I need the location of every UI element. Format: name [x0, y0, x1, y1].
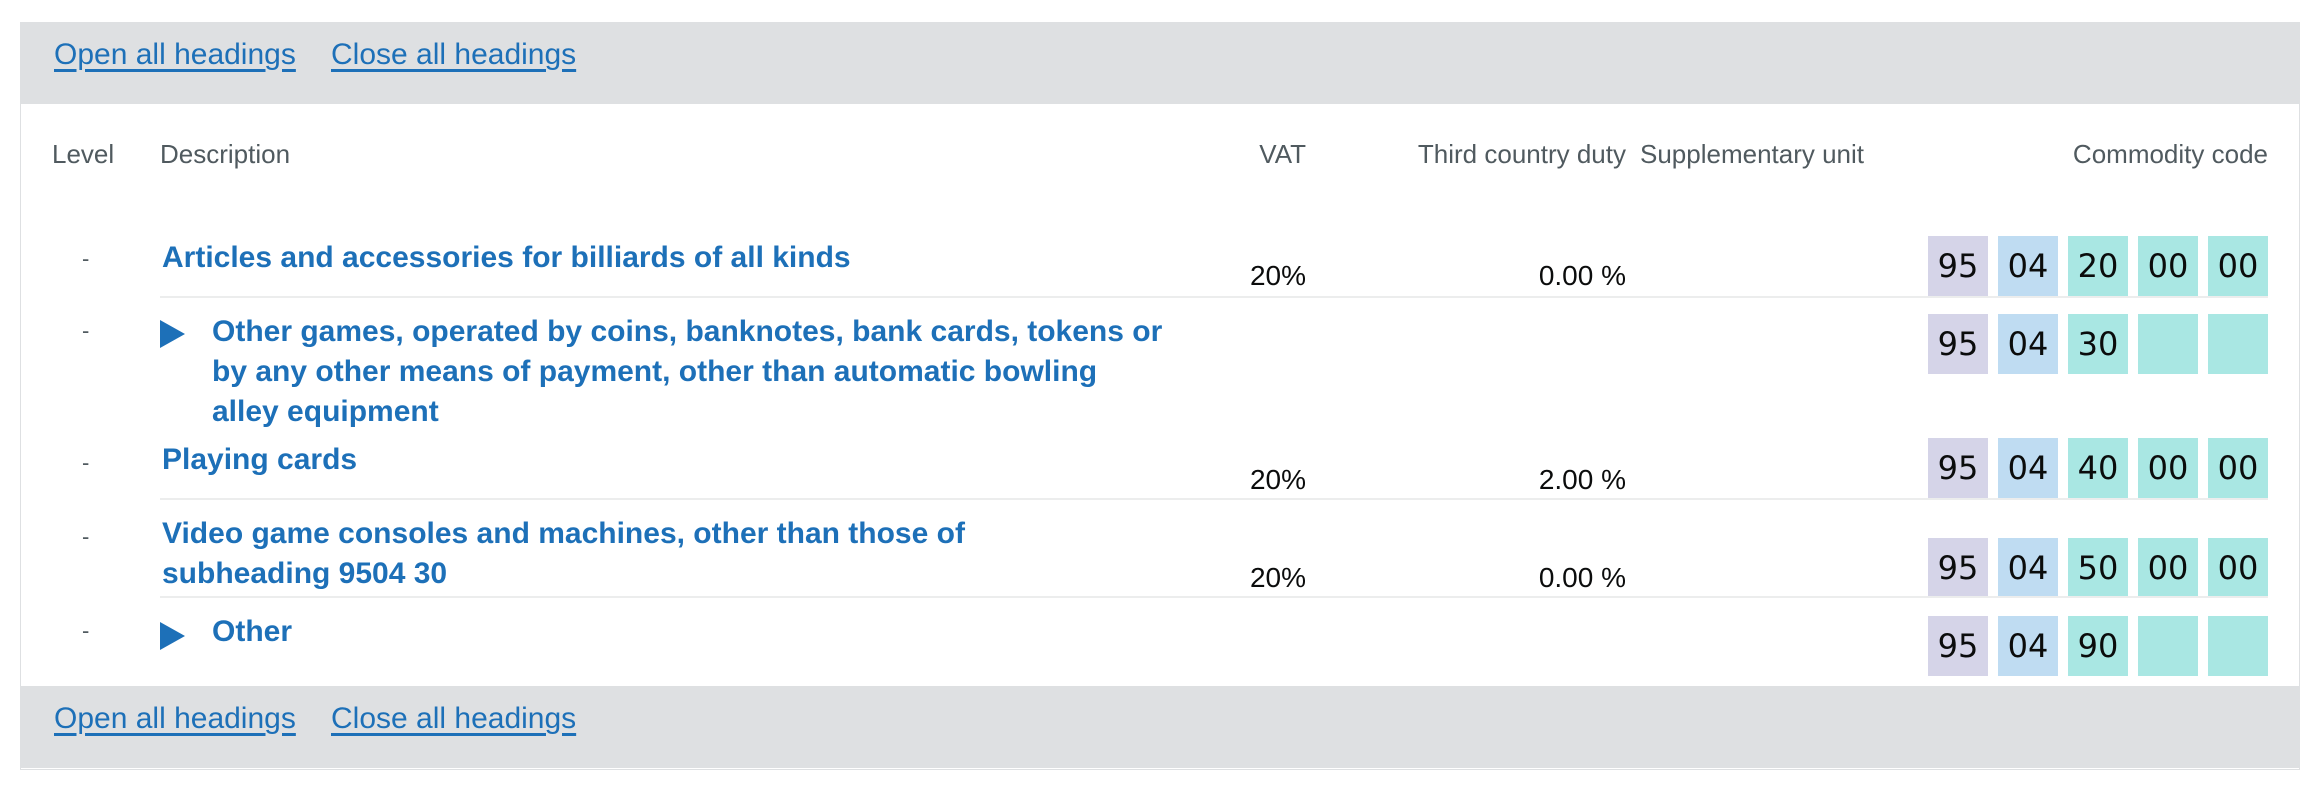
column-header-level: Level [52, 139, 115, 169]
row-description-link[interactable]: Articles and accessories for billiards o… [162, 241, 851, 274]
row-level: - [82, 618, 90, 643]
code-cn: 00 [2138, 236, 2198, 296]
column-header-description: Description [160, 139, 291, 169]
code-cn [2138, 616, 2198, 676]
table-row: - Video game consoles and machines, othe… [20, 500, 2300, 598]
commodity-code: 95 04 40 00 00 [1928, 438, 2268, 498]
row-level: - [82, 524, 90, 549]
commodity-code: 95 04 30 [1928, 314, 2268, 374]
code-heading: 04 [1998, 616, 2058, 676]
row-description-link[interactable]: Other [212, 615, 293, 648]
expand-arrow-icon[interactable] [160, 622, 185, 650]
code-heading: 04 [1998, 538, 2058, 598]
column-header-vat: VAT [1259, 139, 1306, 169]
code-taric [2208, 616, 2268, 676]
expand-arrow-icon[interactable] [160, 320, 185, 348]
row-level: - [82, 450, 90, 475]
row-description-link[interactable]: Playing cards [162, 443, 358, 476]
code-chapter: 95 [1928, 236, 1988, 296]
row-third-country-duty: 2.00 % [1538, 464, 1626, 495]
open-all-headings-link[interactable]: Open all headings [54, 702, 296, 735]
table-row: - Playing cards 20% 2.00 % 95 04 40 00 0… [20, 430, 2300, 500]
code-chapter: 95 [1928, 538, 1988, 598]
row-vat: 20% [1249, 562, 1306, 593]
code-heading: 04 [1998, 438, 2058, 498]
code-chapter: 95 [1928, 314, 1988, 374]
row-vat: 20% [1249, 464, 1306, 495]
code-heading: 04 [1998, 314, 2058, 374]
table-row: - Other games, operated by coins, bankno… [20, 298, 2300, 430]
code-taric: 00 [2208, 236, 2268, 296]
table-row: - Articles and accessories for billiards… [20, 212, 2300, 298]
row-third-country-duty: 0.00 % [1538, 260, 1626, 291]
code-subheading: 40 [2068, 438, 2128, 498]
table-row: - Other 95 04 90 [20, 598, 2300, 684]
row-level: - [82, 246, 90, 271]
row-level: - [82, 318, 90, 343]
top-heading-controls: Open all headings Close all headings [20, 22, 2300, 104]
row-divider [160, 596, 2268, 598]
code-taric [2208, 314, 2268, 374]
row-divider [160, 498, 2268, 500]
code-subheading: 90 [2068, 616, 2128, 676]
column-header-supplementary-unit: Supplementary unit [1640, 139, 1865, 169]
commodity-code: 95 04 90 [1928, 616, 2268, 676]
code-subheading: 50 [2068, 538, 2128, 598]
row-divider [160, 296, 2268, 298]
code-cn: 00 [2138, 438, 2198, 498]
code-chapter: 95 [1928, 616, 1988, 676]
row-third-country-duty: 0.00 % [1538, 562, 1626, 593]
column-header-third-country-duty: Third country duty [1417, 139, 1626, 169]
code-taric: 00 [2208, 538, 2268, 598]
code-chapter: 95 [1928, 438, 1988, 498]
open-all-headings-link[interactable]: Open all headings [54, 38, 296, 71]
code-cn: 00 [2138, 538, 2198, 598]
code-subheading: 20 [2068, 236, 2128, 296]
commodity-table-panel: Open all headings Close all headings Lev… [20, 22, 2300, 770]
commodity-code: 95 04 20 00 00 [1928, 236, 2268, 296]
row-description-link[interactable]: Video game consoles and machines, other … [162, 517, 965, 590]
close-all-headings-link[interactable]: Close all headings [331, 702, 577, 735]
commodity-code: 95 04 50 00 00 [1928, 538, 2268, 598]
code-cn [2138, 314, 2198, 374]
column-header-commodity-code: Commodity code [2072, 139, 2268, 169]
code-heading: 04 [1998, 236, 2058, 296]
bottom-heading-controls: Open all headings Close all headings [20, 686, 2300, 768]
code-taric: 00 [2208, 438, 2268, 498]
close-all-headings-link[interactable]: Close all headings [331, 38, 577, 71]
row-description-link[interactable]: Other games, operated by coins, banknote… [212, 315, 1163, 428]
row-vat: 20% [1249, 260, 1306, 291]
code-subheading: 30 [2068, 314, 2128, 374]
